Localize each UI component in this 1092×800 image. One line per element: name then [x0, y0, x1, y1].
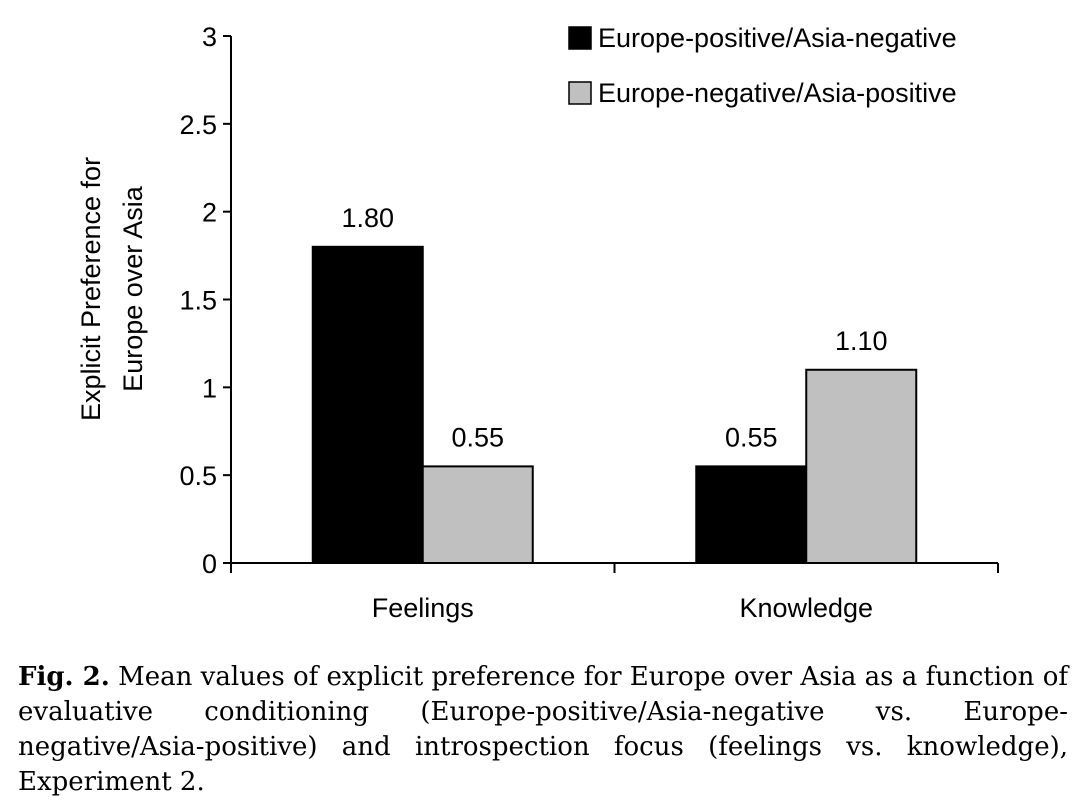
legend-swatch	[568, 26, 592, 50]
legend-label: Europe-negative/Asia-positive	[598, 78, 957, 108]
y-axis-title: Explicit Preference for	[76, 157, 106, 421]
y-axis-title: Europe over Asia	[118, 185, 148, 392]
bar	[311, 245, 424, 565]
y-tick-label: 2	[202, 198, 217, 228]
caption-text: Mean values of explicit preference for E…	[18, 662, 1069, 797]
x-tick-label: Feelings	[372, 593, 474, 623]
bar	[805, 368, 918, 564]
legend-swatch	[568, 81, 592, 105]
y-tick-label: 0.5	[179, 461, 217, 491]
legend-label: Europe-positive/Asia-negative	[598, 23, 957, 53]
y-tick-label: 1	[202, 373, 217, 403]
data-label: 0.55	[451, 422, 504, 452]
bar-chart: 0 0.5 1 1.5 2 2.5 3 1.80 0.55 Feelings 0.55 1.10 Kno…	[76, 22, 999, 623]
bar	[421, 465, 534, 564]
figure-caption: Fig. 2. Mean values of explicit preferen…	[18, 660, 1068, 800]
data-label: 0.55	[725, 422, 778, 452]
x-tick-label: Knowledge	[739, 593, 873, 623]
data-label: 1.80	[341, 203, 394, 233]
bar	[695, 465, 808, 564]
data-label: 1.10	[835, 326, 888, 356]
y-tick-label: 0	[202, 549, 217, 579]
y-tick-label: 3	[202, 22, 217, 52]
caption-label: Fig. 2.	[18, 662, 110, 692]
y-tick-label: 1.5	[179, 286, 217, 316]
y-tick-label: 2.5	[179, 110, 217, 140]
